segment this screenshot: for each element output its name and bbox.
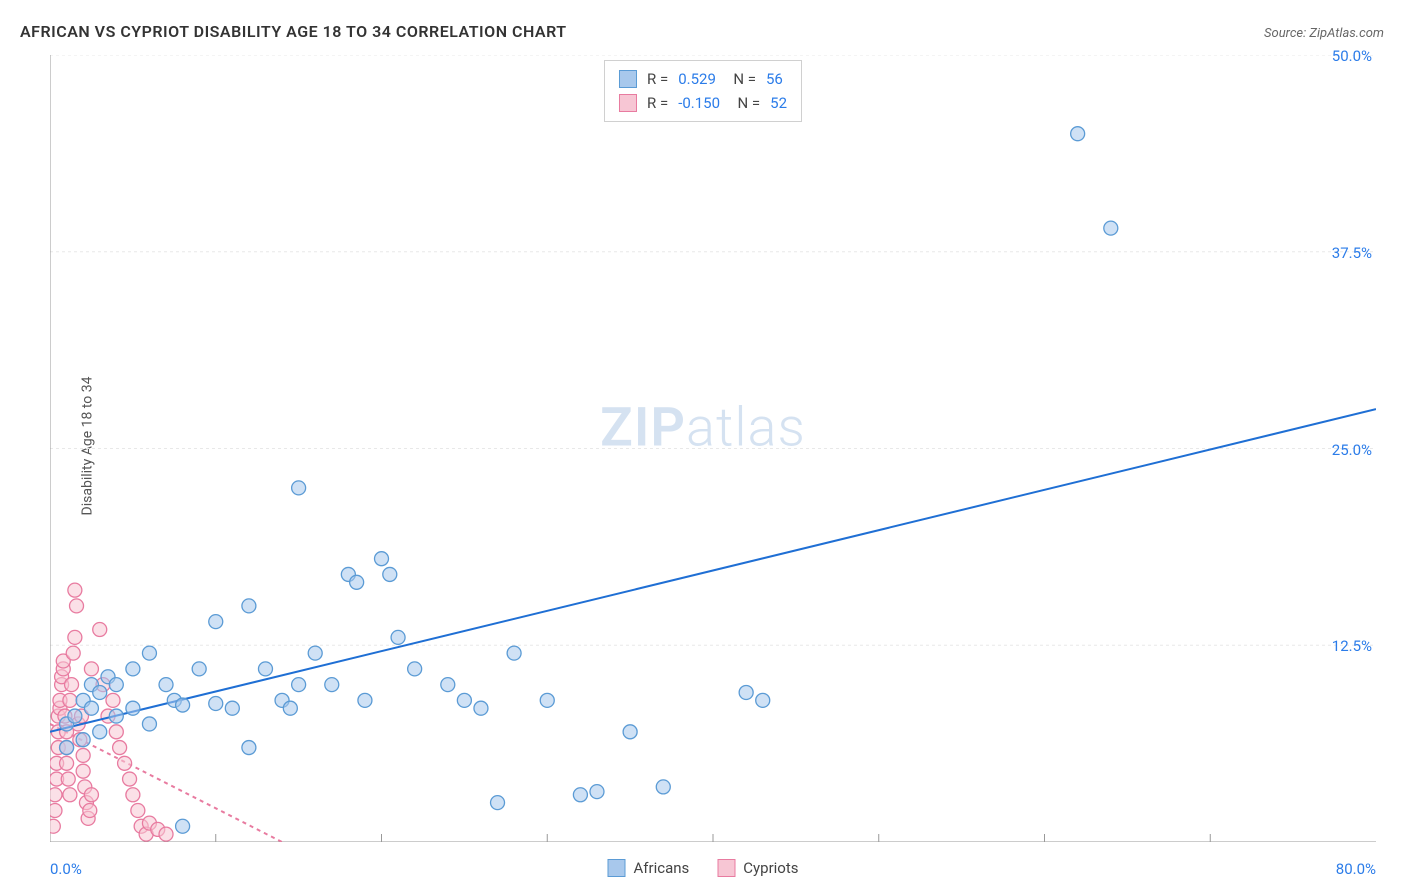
series-legend: Africans Cypriots [608, 859, 799, 877]
stats-row-cypriots: R = -0.150 N = 52 [619, 91, 787, 115]
swatch-africans [619, 70, 637, 88]
swatch-cypriots [619, 94, 637, 112]
x-axis-min-label: 0.0% [50, 860, 82, 878]
legend-label-cypriots: Cypriots [743, 859, 798, 877]
chart-plot-area [50, 55, 1376, 842]
x-axis-max-label: 80.0% [1336, 860, 1376, 878]
n-label: N = [730, 91, 760, 115]
legend-item-africans: Africans [608, 859, 690, 877]
n-label: N = [726, 67, 756, 91]
r-value-cypriots: -0.150 [678, 91, 720, 115]
r-label: R = [647, 91, 668, 115]
legend-item-cypriots: Cypriots [717, 859, 798, 877]
stats-row-africans: R = 0.529 N = 56 [619, 67, 787, 91]
legend-swatch-africans [608, 859, 626, 877]
legend-swatch-cypriots [717, 859, 735, 877]
chart-title: AFRICAN VS CYPRIOT DISABILITY AGE 18 TO … [20, 22, 567, 41]
r-value-africans: 0.529 [678, 67, 716, 91]
source-attribution: Source: ZipAtlas.com [1264, 26, 1384, 41]
y-tick-label: 50.0% [1332, 47, 1372, 65]
r-label: R = [647, 67, 668, 91]
y-tick-label: 25.0% [1332, 441, 1372, 459]
scatter-chart-svg [50, 55, 1376, 842]
n-value-cypriots: 52 [770, 91, 787, 115]
y-tick-label: 12.5% [1332, 637, 1372, 655]
y-tick-label: 37.5% [1332, 244, 1372, 262]
legend-label-africans: Africans [634, 859, 690, 877]
n-value-africans: 56 [766, 67, 783, 91]
correlation-stats-legend: R = 0.529 N = 56 R = -0.150 N = 52 [604, 60, 802, 122]
